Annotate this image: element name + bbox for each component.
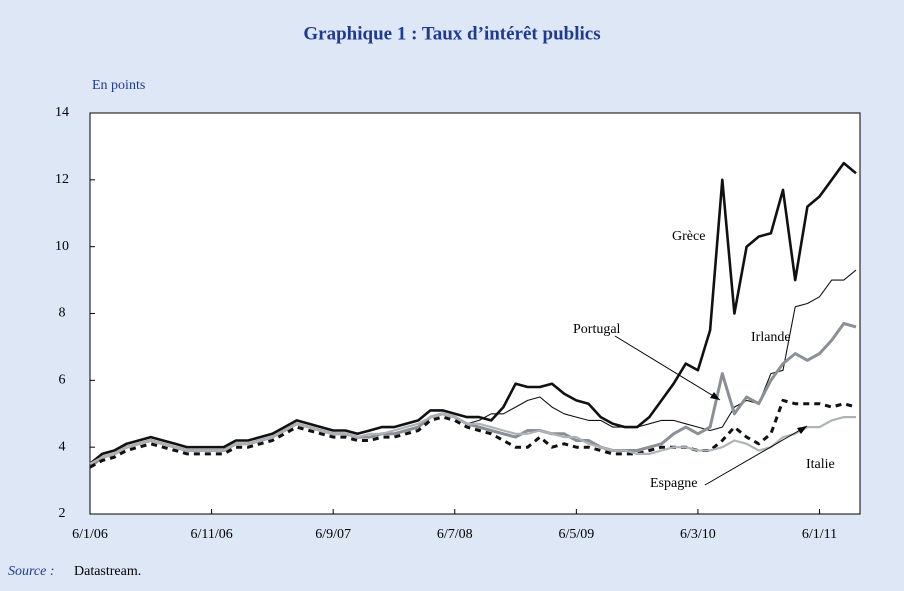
chart-title: Graphique 1 : Taux d’intérêt publics [303,23,600,44]
y-tick-label: 8 [59,306,66,321]
x-tick-label: 6/9/07 [315,527,351,542]
series-label: Grèce [672,229,705,244]
y-tick-label: 4 [59,439,66,454]
y-tick-label: 10 [55,239,69,254]
line [89,412,856,465]
x-tick-label: 6/1/11 [802,527,837,542]
arrow [614,335,721,401]
arrow [704,425,808,486]
y-tick-label: 12 [55,172,69,187]
x-tick-label: 6/7/08 [437,527,473,542]
y-tick-label: 6 [59,373,66,388]
series-label: Italie [806,457,835,472]
annotations [614,335,808,486]
arrowhead [710,392,720,400]
source: Datastream. [74,564,141,579]
arrowhead [797,426,807,434]
y-tick-label: 14 [55,105,69,120]
series-label: Irlande [751,330,791,345]
x-tick-label: 6/11/06 [190,527,232,542]
x-tick-label: 6/3/10 [680,527,716,542]
x-tick-label: 6/5/09 [558,527,594,542]
line [89,161,857,465]
x-tick-label: 6/1/06 [72,527,108,542]
y-tick-label: 2 [59,506,66,521]
line [89,398,857,469]
y-axis-label: En points [92,78,145,93]
source-label: Source : [8,564,55,579]
series-label: Espagne [650,476,697,491]
series-label: Portugal [573,322,621,337]
